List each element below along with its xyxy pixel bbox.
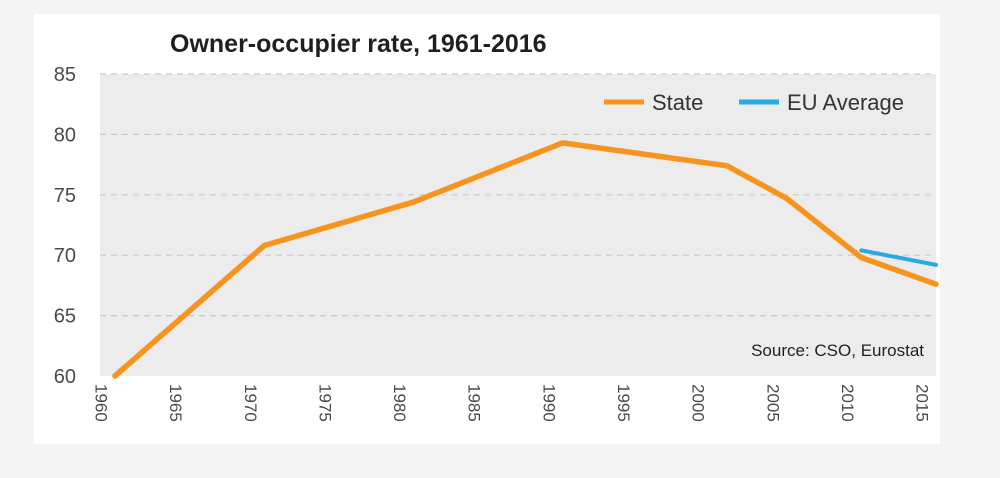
series-lines <box>112 140 939 379</box>
y-tick-label: 70 <box>54 245 76 267</box>
x-tick-label: 2010 <box>838 384 857 422</box>
series-line-state <box>112 140 939 379</box>
chart-title: Owner-occupier rate, 1961-2016 <box>170 30 547 58</box>
y-axis-ticks: 60 65 70 75 80 85 <box>54 64 76 388</box>
chart-card: Owner-occupier rate, 1961-2016 60 65 70 75 8… <box>34 14 940 444</box>
plot-area <box>100 74 936 376</box>
y-tick-label: 60 <box>54 366 76 388</box>
legend-label: EU Average <box>787 90 904 115</box>
x-tick-label: 1980 <box>390 384 409 422</box>
y-tick-label: 75 <box>54 185 76 207</box>
x-tick-label: 2000 <box>689 384 708 422</box>
y-tick-label: 65 <box>54 306 76 328</box>
gridlines <box>100 73 936 317</box>
y-tick-label: 80 <box>54 124 76 146</box>
legend: State EU Average <box>604 90 904 115</box>
x-tick-label: 1975 <box>315 384 334 422</box>
x-axis-ticks: 1960 1965 1970 1975 1980 1985 1990 1995 2000 2005… <box>92 384 932 422</box>
legend-label: State <box>652 90 703 115</box>
x-tick-label: 1995 <box>614 384 633 422</box>
source-annotation: Source: CSO, Eurostat <box>751 341 924 360</box>
x-tick-label: 1985 <box>465 384 484 422</box>
x-tick-label: 1965 <box>166 384 185 422</box>
x-tick-label: 1960 <box>92 384 111 422</box>
series-line-eu-average <box>859 248 938 267</box>
x-tick-label: 2005 <box>763 384 782 422</box>
y-tick-label: 85 <box>54 64 76 86</box>
line-chart: Owner-occupier rate, 1961-2016 60 65 70 75 8… <box>54 30 939 422</box>
x-tick-label: 2015 <box>913 384 932 422</box>
x-tick-label: 1990 <box>539 384 558 422</box>
x-tick-label: 1970 <box>241 384 260 422</box>
